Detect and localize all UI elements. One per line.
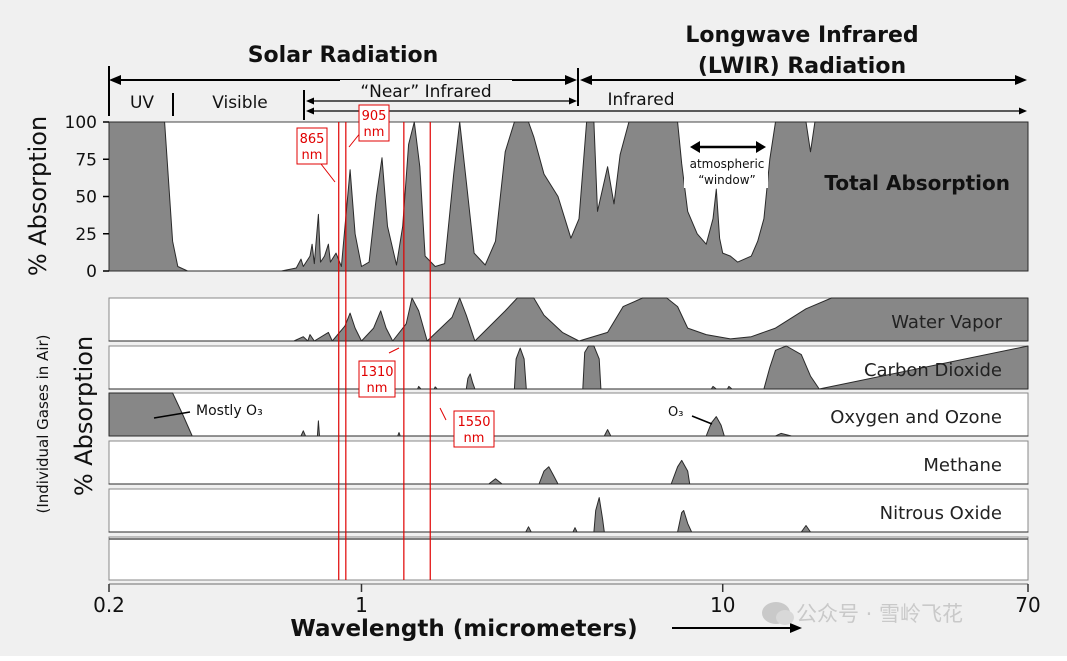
o3-label: O₃ [668,405,683,420]
y-tick-label-50: 50 [75,188,97,208]
x-tick-label-1: 1 [355,593,368,617]
area-water-vapor [108,297,1029,342]
marker-label-865: 865 [300,132,325,147]
watermark-text: 公众号 · 雪岭飞花 [796,602,964,626]
marker-box-1310 [358,360,396,398]
total-absorption-panel [108,121,1029,272]
area-methane [108,459,1029,485]
marker-box-905 [358,104,390,142]
watermark: 公众号 · 雪岭飞花 [762,598,963,628]
solar-radiation-label: Solar Radiation [248,43,439,68]
window-label-line1: atmospheric [690,157,765,171]
x-tick-label-0.2: 0.2 [93,593,125,617]
gases-y-axis-label: % Absorption [70,336,98,496]
marker-unit-905: nm [364,125,385,140]
uv-label: UV [130,93,154,113]
panel-frame-methane [108,440,1029,485]
total-y-axis-label: % Absorption [24,116,52,276]
lwir-label-line1: Longwave Infrared [685,23,918,48]
panel-frame-oxygen-and-ozone [108,392,1029,437]
marker-label-1550: 1550 [457,415,490,430]
label-carbon-dioxide: Carbon Dioxide [864,360,1002,381]
x-axis: 0.2 1 10 70 [93,583,1041,617]
marker-pointer-1550 [439,407,447,421]
marker-pointer-1310 [388,347,400,354]
panel-frame-nitrous-oxide [108,488,1029,533]
area-carbon-dioxide [108,345,1029,390]
lwir-label-line2: (LWIR) Radiation [698,54,906,79]
marker-box-1550 [453,410,495,448]
total-y-ticks: 0 25 50 75 100 [65,113,109,282]
label-oxygen-and-ozone: Oxygen and Ozone [830,407,1002,428]
marker-label-1310: 1310 [360,365,393,380]
marker-box-865 [296,127,328,165]
atmospheric-window-annotation: atmospheric “window” [684,141,768,188]
panel-frame-empty [108,536,1029,581]
marker-label-905: 905 [362,109,387,124]
visible-label: Visible [212,93,268,113]
wechat-icon [762,602,794,625]
total-absorption-label: Total Absorption [824,171,1010,195]
ozone-annotations: Mostly O₃ O₃ [153,403,713,425]
total-absorption-area [108,121,1029,272]
marker-unit-865: nm [302,148,323,163]
y-tick-label-0: 0 [86,262,97,282]
area-nitrous-oxide [108,497,1029,533]
label-nitrous-oxide: Nitrous Oxide [880,503,1002,524]
infrared-label: Infrared [607,90,674,110]
gas-labels: Water Vapor Carbon Dioxide Oxygen and Ozon… [830,312,1002,524]
label-methane: Methane [923,455,1002,476]
x-tick-label-70: 70 [1015,593,1040,617]
near-infrared-label: “Near” Infrared [360,82,491,102]
y-tick-label-100: 100 [65,113,97,133]
x-tick-label-10: 10 [710,593,735,617]
mostly-o3-label: Mostly O₃ [196,403,263,419]
label-water-vapor: Water Vapor [891,312,1002,333]
x-axis-label: Wavelength (micrometers) [290,616,637,642]
band-header: Solar Radiation Longwave Infrared (LWIR)… [108,23,1027,120]
area-oxygen-and-ozone [108,392,1029,437]
y-tick-label-75: 75 [75,150,97,170]
window-label-line2: “window” [698,173,756,187]
y-tick-label-25: 25 [75,225,97,245]
gases-y-axis-sublabel: (Individual Gases in Air) [34,334,52,513]
x-axis-arrow [672,623,802,633]
gas-panels [108,297,1029,581]
marker-unit-1550: nm [464,431,485,446]
marker-unit-1310: nm [367,381,388,396]
marker-pointer-865 [320,163,336,183]
